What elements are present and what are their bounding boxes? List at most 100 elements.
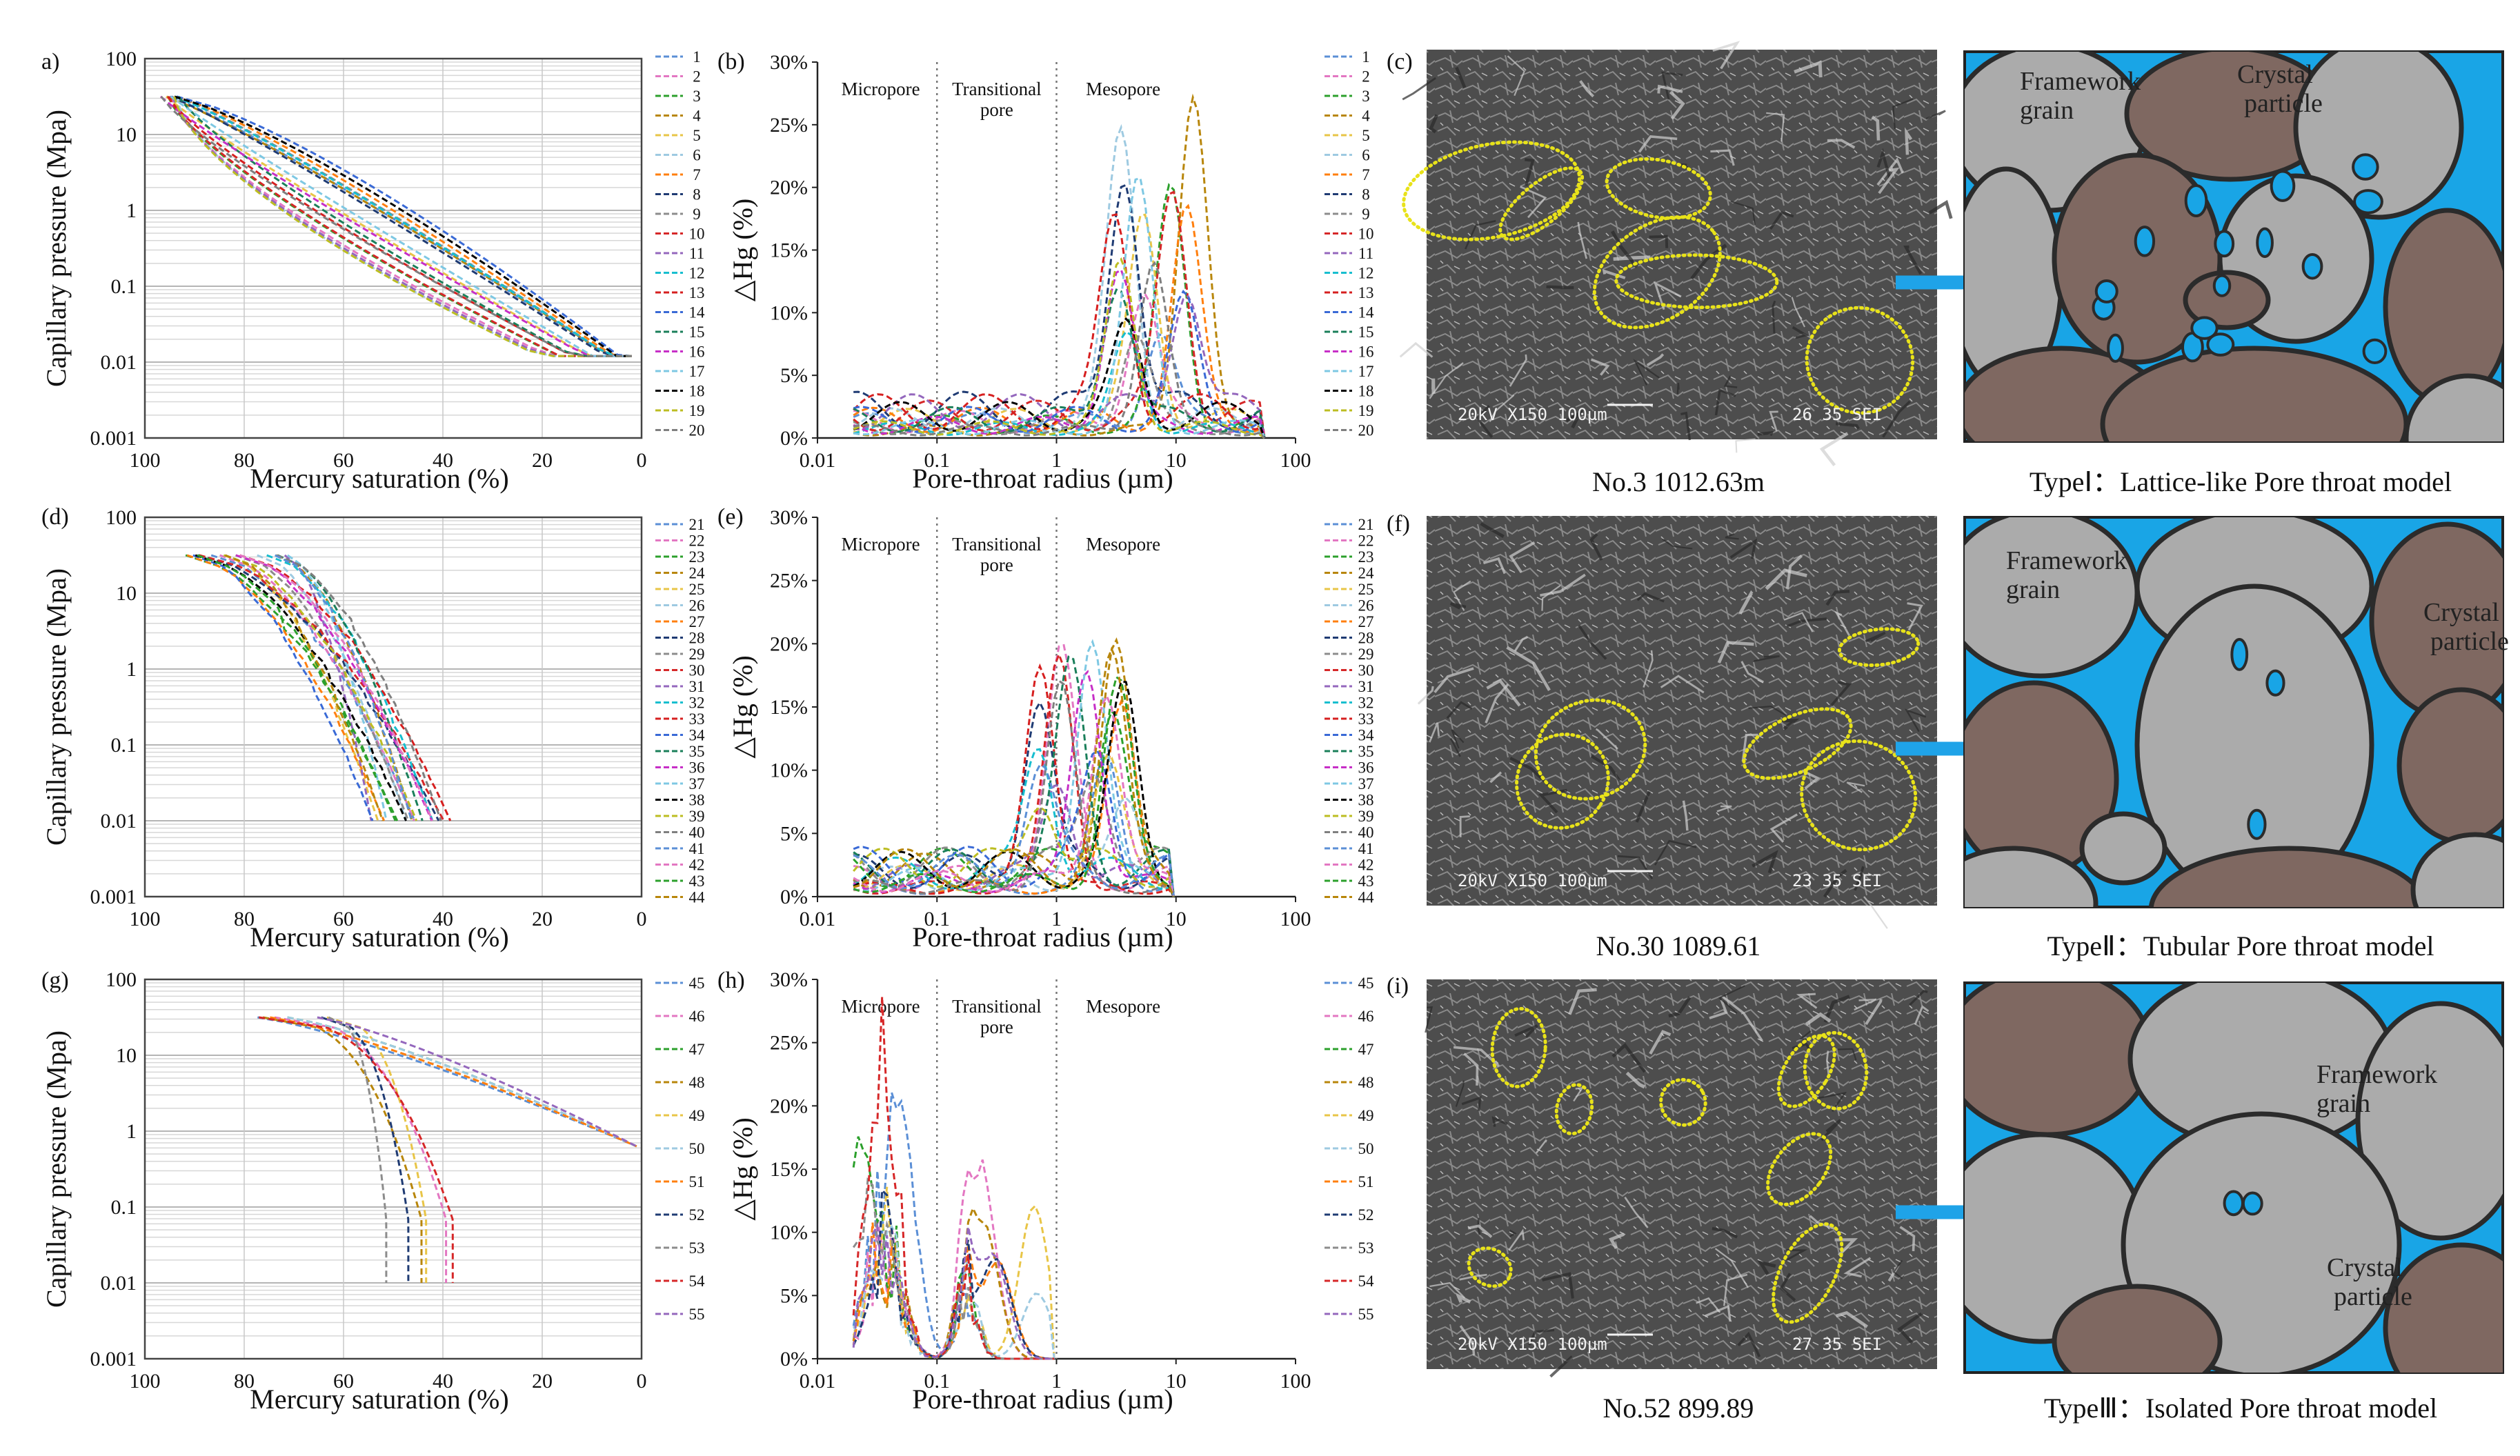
sem-texture [1792,326,1809,339]
legend-label: 47 [1358,1041,1374,1058]
legend-label: 33 [1358,710,1374,728]
sem-texture [1565,410,1584,429]
x-tick-label: 0 [637,449,647,472]
legend-label: 41 [689,840,705,857]
sem-texture [1865,999,1883,1026]
sem-texture [1714,1248,1749,1288]
sem-texture [1818,1091,1847,1113]
y-axis-label: △Hg (%) [727,1117,758,1221]
isolated-pore [2241,1191,2263,1216]
legend-label: 7 [693,166,701,183]
sem-caption: No.3 1012.63m [1592,466,1765,497]
series-line-32 [853,748,1175,897]
framework-grain [2293,52,2464,220]
legend-label: 35 [689,743,705,760]
sem-texture [1738,590,1754,615]
plot-frame [143,516,643,898]
legend-label: 49 [1358,1107,1374,1124]
legend-label: 12 [1358,265,1374,282]
sem-texture [1589,532,1603,561]
series-line-17 [170,95,632,357]
legend-label: 38 [689,792,705,809]
x-tick-label: 1 [1051,449,1062,472]
series-line-50 [287,1016,637,1148]
y-tick-label: 1 [126,658,137,681]
sem-texture [1843,1257,1872,1278]
series-line-40 [853,679,1175,897]
series-line-15 [177,96,632,357]
crystal-particle [2397,687,2503,844]
sem-texture [1682,800,1689,831]
sem-texture [1568,988,1597,1015]
sem-texture [1757,430,1774,437]
sem-texture [1757,1260,1776,1275]
sem-texture [1636,592,1665,603]
legend-label: 39 [1358,808,1374,825]
sem-caption: No.30 1089.61 [1596,930,1761,961]
sem-texture [1509,1229,1517,1237]
x-tick-label: 1 [1051,908,1062,930]
series-line-21 [210,554,416,821]
legend-label: 53 [689,1239,705,1257]
sem-texture [1907,602,1923,631]
sem-texture [1633,359,1660,386]
sem-texture [1514,635,1529,652]
sem-texture [1482,557,1506,575]
legend-label: 26 [689,597,705,615]
series-line-45 [257,1016,637,1148]
sem-texture [1595,728,1618,750]
sem-texture [1709,999,1728,1019]
region-label-mesopore: Mesopore [1086,534,1160,555]
legend-label: 18 [689,383,705,400]
x-tick-label: 40 [433,1370,453,1393]
sem-texture [1613,255,1651,261]
panel-letter: a) [41,49,59,74]
x-tick-label: 0.01 [800,1370,836,1393]
sem-texture [1823,995,1850,1023]
series-line-7 [177,95,632,357]
isolated-pore [2247,808,2267,840]
pore-outline [1605,157,1712,220]
x-tick-label: 0.01 [800,449,836,472]
y-tick-label: 20% [770,1095,808,1117]
y-tick-label: 0.01 [101,351,137,374]
pore-outline [1614,253,1779,310]
y-tick-label: 30% [770,968,808,991]
legend-label: 37 [689,775,705,792]
sem-texture [1542,1272,1574,1299]
isolated-pore [2256,227,2274,259]
sem-texture [1463,1053,1479,1086]
region-label-micropore: Micropore [842,79,920,99]
sem-texture [1823,868,1847,898]
sem-texture [1399,341,1433,358]
sem-texture [1710,149,1735,166]
series-line-4 [853,93,1266,439]
panel-letter: (h) [717,968,745,993]
crystal-particle [2383,1242,2503,1373]
legend-label: 46 [1358,1008,1374,1025]
model-label: Framework [2006,546,2127,575]
sem-texture [1741,733,1758,762]
legend-label: 16 [689,343,705,361]
legend-label: 43 [1358,872,1374,890]
y-tick-label: 10% [770,759,808,782]
sem-texture [1752,850,1778,874]
y-tick-label: 30% [770,51,808,74]
x-tick-label: 0 [637,1370,647,1393]
grain-group [1965,517,2503,907]
series-line-8 [853,183,1266,439]
legend-label: 1 [693,48,701,66]
region-label-transitional: Transitional [952,79,1042,99]
series-line-48 [852,1205,1055,1360]
pore-outline [1554,1083,1594,1136]
isolated-pore [2353,189,2383,215]
model-caption: TypeⅠ：Lattice-like Pore throat model [2030,466,2452,497]
legend-label: 46 [689,1008,705,1025]
series-line-54 [258,1016,454,1283]
legend-label: 35 [1358,743,1374,760]
legend-label: 34 [689,727,706,744]
y-tick-label: 100 [106,968,137,991]
legend-label: 28 [1358,630,1374,647]
sem-image-3: 20kV X150 100µm 27 35 SEI No.52 899.89 [1425,979,1937,1424]
